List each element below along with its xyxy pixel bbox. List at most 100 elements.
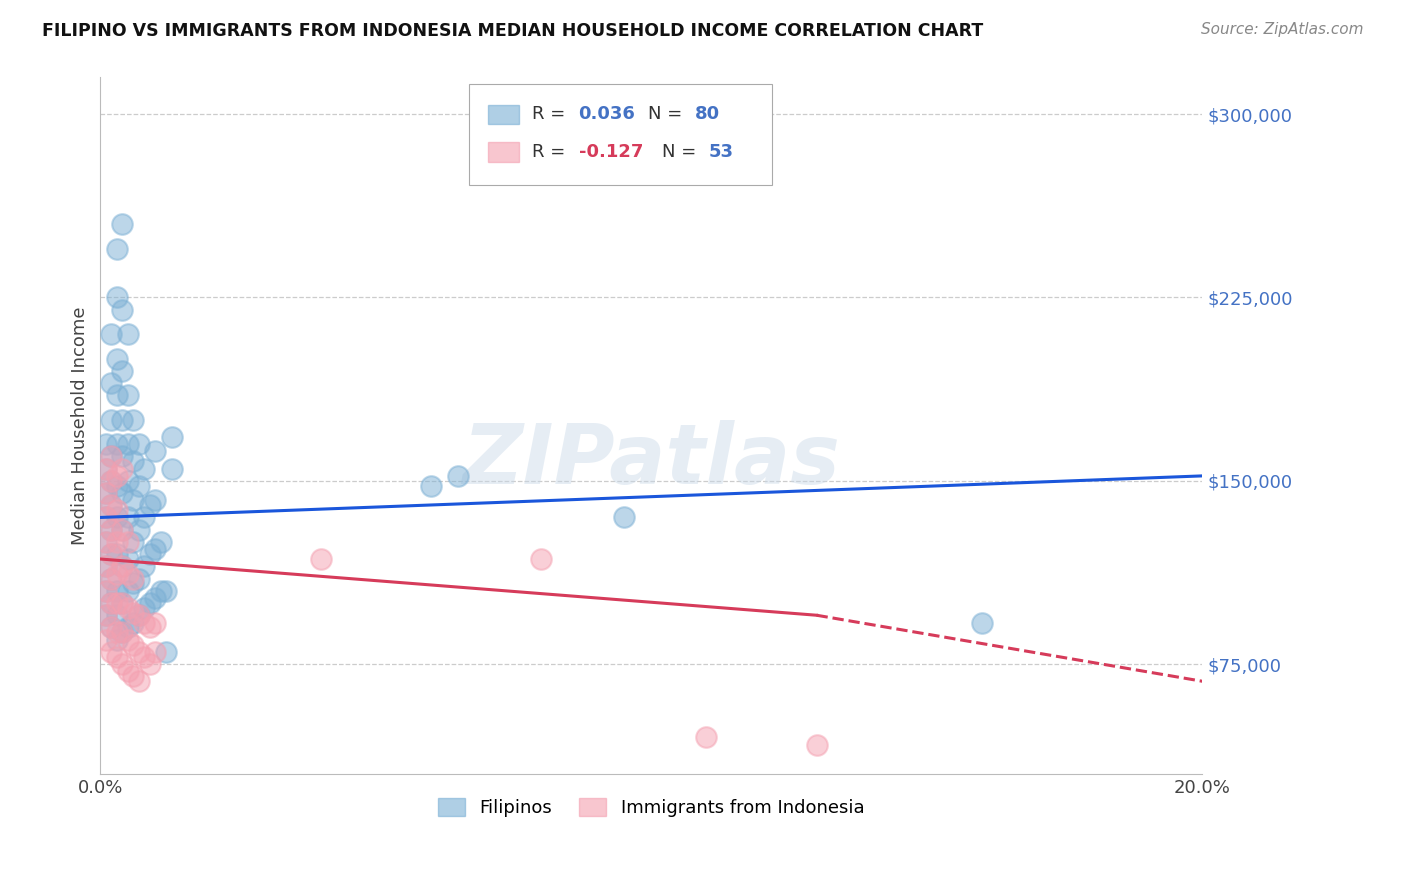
Point: [128, 608, 150, 623]
Point: [134, 601, 156, 615]
Point: [111, 596, 134, 610]
Point: [111, 302, 134, 317]
Point: [111, 450, 134, 464]
Point: [145, 591, 167, 606]
Point: [105, 535, 128, 549]
Point: [134, 461, 156, 475]
Point: [806, 738, 828, 752]
Point: [145, 542, 167, 557]
Point: [117, 620, 139, 634]
Bar: [488, 142, 519, 161]
Text: 0.036: 0.036: [578, 105, 636, 123]
Point: [134, 615, 156, 630]
Point: [94, 535, 117, 549]
Point: [100, 523, 122, 537]
Point: [94, 437, 117, 451]
Point: [111, 486, 134, 500]
Point: [105, 242, 128, 256]
Point: [105, 608, 128, 623]
Point: [100, 547, 122, 561]
Point: [105, 649, 128, 664]
Point: [122, 576, 145, 591]
Point: [100, 327, 122, 342]
Text: 53: 53: [709, 143, 734, 161]
Point: [94, 461, 117, 475]
Point: [145, 615, 167, 630]
Y-axis label: Median Household Income: Median Household Income: [72, 307, 89, 545]
Point: [530, 552, 553, 566]
Point: [111, 559, 134, 574]
Text: N =: N =: [648, 105, 688, 123]
Point: [111, 461, 134, 475]
Point: [128, 645, 150, 659]
Text: N =: N =: [662, 143, 703, 161]
Point: [139, 657, 162, 672]
Point: [145, 444, 167, 458]
Point: [128, 674, 150, 689]
Point: [149, 583, 172, 598]
Point: [117, 388, 139, 402]
Point: [105, 510, 128, 524]
Point: [128, 478, 150, 492]
Text: ZIPatlas: ZIPatlas: [463, 420, 841, 501]
Legend: Filipinos, Immigrants from Indonesia: Filipinos, Immigrants from Indonesia: [430, 790, 872, 824]
Point: [122, 606, 145, 620]
Point: [100, 474, 122, 488]
Point: [100, 620, 122, 634]
Point: [134, 510, 156, 524]
Point: [94, 535, 117, 549]
Point: [100, 523, 122, 537]
Point: [100, 498, 122, 512]
Point: [111, 364, 134, 378]
Point: [139, 547, 162, 561]
Point: [117, 665, 139, 679]
FancyBboxPatch shape: [470, 85, 772, 186]
Point: [94, 632, 117, 647]
Point: [160, 461, 183, 475]
Point: [128, 608, 150, 623]
Point: [105, 290, 128, 304]
Point: [122, 454, 145, 468]
Point: [111, 523, 134, 537]
Point: [128, 523, 150, 537]
Point: [117, 566, 139, 581]
Point: [117, 437, 139, 451]
Point: [111, 412, 134, 426]
Point: [105, 503, 128, 517]
Point: [105, 469, 128, 483]
Point: [94, 461, 117, 475]
Point: [111, 523, 134, 537]
Point: [145, 645, 167, 659]
Point: [105, 583, 128, 598]
Point: [105, 566, 128, 581]
Point: [160, 430, 183, 444]
Text: FILIPINO VS IMMIGRANTS FROM INDONESIA MEDIAN HOUSEHOLD INCOME CORRELATION CHART: FILIPINO VS IMMIGRANTS FROM INDONESIA ME…: [42, 22, 983, 40]
Point: [105, 351, 128, 366]
Point: [111, 217, 134, 231]
Point: [155, 645, 177, 659]
Point: [105, 437, 128, 451]
Point: [94, 510, 117, 524]
Text: -0.127: -0.127: [578, 143, 643, 161]
Point: [111, 559, 134, 574]
Point: [695, 731, 717, 745]
Point: [134, 559, 156, 574]
Point: [122, 493, 145, 508]
Point: [94, 608, 117, 623]
Point: [111, 625, 134, 640]
Point: [100, 645, 122, 659]
Point: [447, 469, 470, 483]
Point: [122, 535, 145, 549]
Text: R =: R =: [533, 105, 571, 123]
Point: [94, 583, 117, 598]
Point: [100, 376, 122, 390]
Point: [94, 583, 117, 598]
Point: [105, 478, 128, 492]
Point: [419, 478, 441, 492]
Point: [100, 474, 122, 488]
Point: [128, 572, 150, 586]
Point: [105, 632, 128, 647]
Point: [94, 559, 117, 574]
Point: [117, 632, 139, 647]
Point: [149, 535, 172, 549]
